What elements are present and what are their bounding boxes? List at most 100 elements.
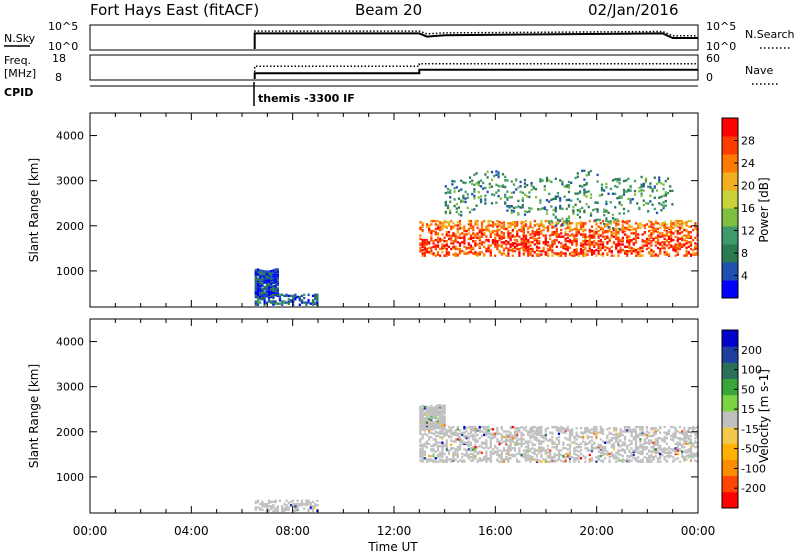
scatter-cell: [538, 425, 541, 429]
scatter-cell: [502, 223, 506, 226]
scatter-cell: [621, 228, 624, 232]
scatter-cell: [447, 452, 451, 456]
scatter-cell: [692, 248, 695, 252]
scatter-cell: [259, 273, 262, 276]
scatter-cell: [456, 448, 459, 451]
scatter-cell: [575, 453, 578, 457]
scatter-cell: [590, 253, 594, 256]
scatter-cell: [464, 190, 467, 194]
scatter-cell: [298, 502, 301, 506]
scatter-cell: [687, 241, 690, 244]
scatter-cell: [531, 428, 534, 431]
scatter-cell: [526, 184, 529, 187]
scatter-cell: [540, 232, 543, 235]
scatter-cell: [316, 295, 319, 299]
scatter-cell: [533, 237, 536, 241]
scatter-cell: [276, 505, 279, 508]
scatter-cell: [639, 431, 642, 434]
scatter-cell: [287, 508, 290, 511]
scatter-cell: [623, 252, 627, 255]
scatter-cell: [432, 459, 435, 462]
scatter-cell: [643, 224, 646, 227]
scatter-cell: [663, 456, 666, 459]
scatter-cell: [556, 195, 560, 198]
scatter-cell: [597, 225, 600, 228]
scatter-cell: [439, 404, 442, 407]
scatter-cell: [670, 434, 673, 438]
scatter-cell: [485, 441, 488, 444]
scatter-cell: [519, 190, 522, 194]
scatter-cell: [524, 237, 528, 241]
scatter-cell: [577, 254, 580, 257]
scatter-cell: [648, 459, 651, 462]
scatter-cell: [642, 182, 645, 186]
scatter-cell: [507, 444, 510, 448]
scatter-cell: [272, 506, 275, 509]
scatter-cell: [311, 303, 315, 306]
scatter-cell: [568, 459, 572, 462]
scatter-cell: [564, 252, 567, 255]
scatter-cell: [670, 222, 673, 225]
scatter-cell: [419, 448, 422, 451]
scatter-cell: [538, 459, 541, 462]
colorbar-tick-label: 24: [741, 157, 755, 170]
scatter-cell: [436, 444, 440, 448]
scatter-cell: [626, 219, 629, 223]
scatter-cell: [678, 245, 682, 248]
scatter-cell: [274, 279, 277, 282]
scatter-cell: [667, 243, 671, 246]
scatter-cell: [278, 499, 282, 502]
scatter-cell: [544, 240, 547, 243]
scatter-cell: [652, 223, 655, 226]
scatter-cell: [434, 238, 437, 242]
scatter-cell: [474, 233, 477, 236]
scatter-cell: [502, 225, 506, 228]
scatter-cell: [479, 195, 483, 198]
scatter-cell: [568, 222, 572, 225]
scatter-cell: [434, 416, 437, 419]
scatter-cell: [467, 251, 470, 254]
scatter-cell: [529, 434, 532, 438]
scatter-cell: [678, 441, 682, 444]
scatter-cell: [436, 431, 440, 434]
nave-tick-bottom: 0: [706, 71, 713, 84]
scatter-cell: [595, 446, 598, 449]
scatter-cell: [681, 438, 684, 441]
scatter-cell: [642, 199, 645, 202]
scatter-cell: [545, 212, 549, 215]
scatter-cell: [579, 221, 583, 224]
x-axis-label: Time UT: [367, 540, 418, 554]
scatter-cell: [596, 208, 599, 211]
scatter-cell: [469, 219, 473, 223]
scatter-cell: [267, 499, 271, 502]
scatter-cell: [564, 233, 567, 236]
scatter-cell: [292, 505, 295, 508]
scatter-cell: [432, 454, 435, 458]
scatter-cell: [592, 208, 595, 212]
scatter-cell: [650, 446, 653, 449]
scatter-cell: [540, 253, 543, 256]
scatter-cell: [652, 226, 655, 229]
scatter-cell: [428, 458, 431, 461]
scatter-cell: [584, 228, 587, 232]
scatter-cell: [605, 209, 608, 212]
scatter-cell: [496, 243, 499, 246]
scatter-cell: [469, 441, 473, 444]
scatter-cell: [615, 237, 618, 241]
scatter-cell: [595, 431, 598, 434]
scatter-cell: [316, 509, 319, 512]
scatter-cell: [562, 221, 565, 224]
scatter-cell: [287, 294, 290, 298]
scatter-cell: [590, 229, 594, 233]
scatter-cell: [596, 218, 599, 221]
scatter-cell: [498, 238, 501, 242]
scatter-cell: [533, 425, 536, 429]
scatter-cell: [604, 245, 607, 248]
scatter-cell: [465, 252, 468, 255]
scatter-cell: [500, 452, 503, 456]
scatter-cell: [659, 242, 662, 245]
scatter-cell: [270, 275, 273, 278]
scatter-cell: [469, 236, 473, 239]
scatter-cell: [678, 460, 682, 463]
